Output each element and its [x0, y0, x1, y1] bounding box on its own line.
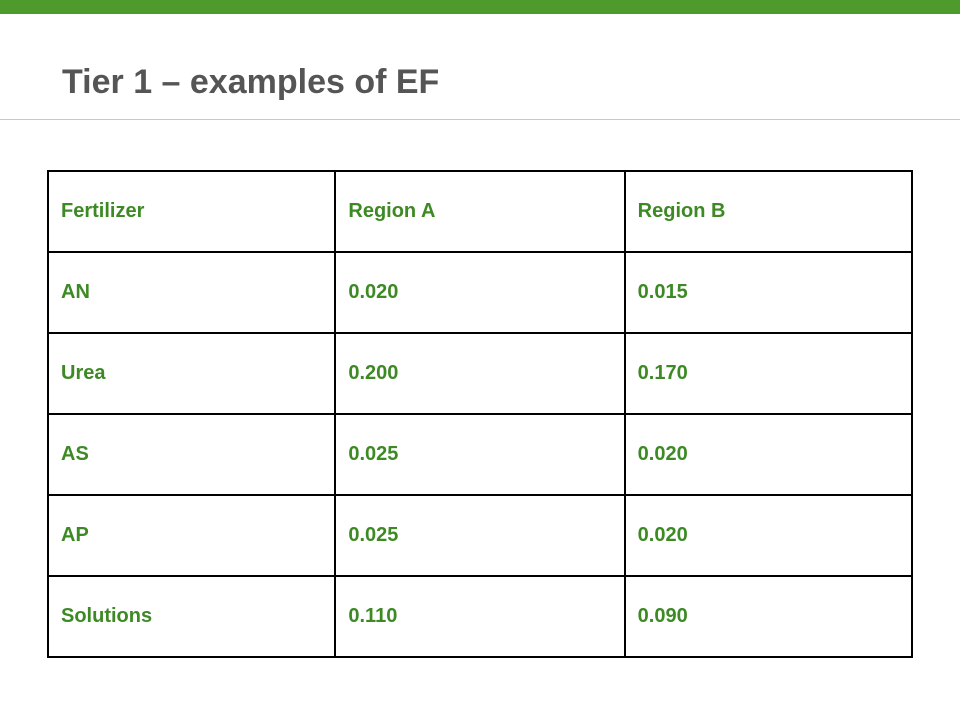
table-row: Solutions 0.110 0.090: [46, 575, 914, 658]
column-header: Region A: [334, 170, 626, 253]
table-cell: 0.110: [334, 575, 626, 658]
table-cell: 0.015: [623, 251, 914, 334]
table-cell: 0.170: [623, 332, 914, 415]
table-cell: 0.020: [334, 251, 626, 334]
table-cell: AP: [46, 494, 337, 577]
table-cell: 0.025: [334, 413, 626, 496]
table-cell: 0.090: [623, 575, 914, 658]
table-row: Urea 0.200 0.170: [46, 332, 914, 415]
column-header: Region B: [623, 170, 914, 253]
table-cell: Urea: [46, 332, 337, 415]
title-rule: [0, 119, 960, 120]
table-cell: AN: [46, 251, 337, 334]
table-row: AN 0.020 0.015: [46, 251, 914, 334]
table-cell: AS: [46, 413, 337, 496]
table-cell: 0.020: [623, 494, 914, 577]
column-header: Fertilizer: [46, 170, 337, 253]
table-cell: 0.200: [334, 332, 626, 415]
table-cell: 0.025: [334, 494, 626, 577]
slide-title: Tier 1 – examples of EF: [62, 63, 440, 101]
ef-table: Fertilizer Region A Region B AN 0.020 0.015 U…: [46, 170, 914, 658]
table-row: AP 0.025 0.020: [46, 494, 914, 577]
table-body: AN 0.020 0.015 Urea 0.200 0.170 AS 0.025 0.020 AP…: [46, 251, 914, 658]
table-cell: Solutions: [46, 575, 337, 658]
header-row: Fertilizer Region A Region B: [46, 170, 914, 253]
table-row: AS 0.025 0.020: [46, 413, 914, 496]
top-bar: [0, 0, 960, 14]
table-cell: 0.020: [623, 413, 914, 496]
